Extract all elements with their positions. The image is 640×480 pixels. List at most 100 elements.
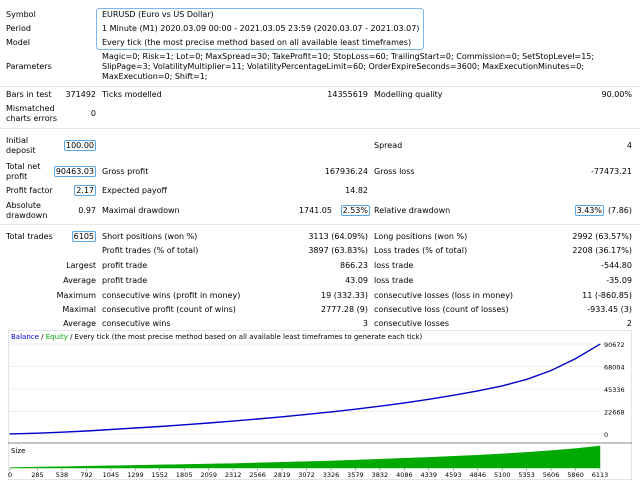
average-profit-label: profit trade xyxy=(102,276,148,285)
parameters-line: Magic=0; Risk=1; Lot=0; MaxSpread=30; Ta… xyxy=(102,52,595,61)
x-tick-label: 538 xyxy=(56,471,68,479)
parameters-line: SlipPage=3; VolatilityMultiplier=11; Vol… xyxy=(102,62,585,71)
largest-loss-value: -544.80 xyxy=(601,261,632,270)
balance-point xyxy=(134,427,136,429)
symbol-label: Symbol xyxy=(6,10,36,19)
balance-point xyxy=(599,343,601,345)
profit-factor-value: 2.17 xyxy=(74,185,96,196)
max-cons-losses-label: consecutive losses (loss in money) xyxy=(374,291,514,300)
maximal-loss-value: -933.45 (3) xyxy=(587,305,632,314)
expected-payoff-label: Expected payoff xyxy=(102,186,167,195)
initial-deposit-value: 100.00 xyxy=(64,140,96,151)
balance-point xyxy=(477,390,479,392)
x-tick-label: 0 xyxy=(8,471,12,479)
maximal-profit-value: 2777.28 (9) xyxy=(321,305,368,314)
average-loss-label: loss trade xyxy=(374,276,414,285)
short-label: Short positions (won %) xyxy=(102,232,198,241)
maximal-label: Maximal xyxy=(62,305,96,314)
header-box xyxy=(96,8,424,50)
largest-loss-label: loss trade xyxy=(374,261,414,270)
max-dd-label: Maximal drawdown xyxy=(102,206,180,215)
largest-profit-label: profit trade xyxy=(102,261,148,270)
balance-point xyxy=(428,398,430,400)
x-tick-label: 4339 xyxy=(421,471,438,479)
max-dd-value: 1741.05 xyxy=(298,206,332,215)
x-tick-label: 1045 xyxy=(103,471,120,479)
avg-cons-losses-value: 2 xyxy=(626,319,632,328)
period-label: Period xyxy=(6,24,31,33)
balance-chart: Balance / Equity / Every tick (the most … xyxy=(8,330,632,480)
net-profit-label: profit xyxy=(6,172,28,181)
gross-profit-label: Gross profit xyxy=(102,167,149,176)
mismatched-value: 0 xyxy=(90,109,96,118)
net-profit-value: 90463.03 xyxy=(53,166,96,177)
max-cons-wins-value: 19 (332.33) xyxy=(321,291,368,300)
balance-point xyxy=(526,378,528,381)
short-value: 3113 (64.09%) xyxy=(308,232,368,241)
x-tick-label: 3832 xyxy=(372,471,389,479)
divider xyxy=(0,224,640,225)
x-tick-label: 792 xyxy=(80,471,92,479)
x-tick-label: 4593 xyxy=(445,471,462,479)
balance-point xyxy=(183,424,185,426)
x-tick-label: 5100 xyxy=(494,471,511,479)
divider xyxy=(0,86,640,87)
rel-dd-pct: 3.43% xyxy=(574,205,604,216)
chart-legend: Balance / Equity / Every tick (the most … xyxy=(11,333,422,341)
legend-description: / Every tick (the most precise method ba… xyxy=(68,333,423,341)
balance-point xyxy=(550,369,552,372)
bars-value: 371492 xyxy=(65,90,96,99)
symbol-value: EURUSD (Euro vs US Dollar) xyxy=(102,10,214,19)
x-tick-label: 6113 xyxy=(592,471,609,479)
net-profit-label: Total net xyxy=(6,162,41,171)
x-tick-label: 2819 xyxy=(274,471,291,479)
expected-payoff-value: 14.82 xyxy=(345,186,368,195)
initial-deposit-label: deposit xyxy=(6,146,36,155)
balance-point xyxy=(452,394,454,396)
y-tick-label: 22668 xyxy=(604,409,625,417)
x-tick-label: 3072 xyxy=(298,471,315,479)
max-cons-wins-label: consecutive wins (profit in money) xyxy=(102,291,241,300)
x-tick-label: 4086 xyxy=(396,471,413,479)
y-tick-label: 45336 xyxy=(604,386,625,394)
y-tick-label: 0 xyxy=(604,431,608,439)
profit-factor-label: Profit factor xyxy=(6,186,53,195)
ticks-value: 14355619 xyxy=(327,90,368,99)
balance-point xyxy=(403,402,405,404)
x-tick-label: 2312 xyxy=(225,471,242,479)
y-tick-label: 90672 xyxy=(604,341,625,349)
avg-cons-wins-label: consecutive wins xyxy=(102,319,171,328)
balance-point xyxy=(9,433,11,435)
x-tick-label: 5606 xyxy=(543,471,560,479)
balance-point xyxy=(379,405,381,407)
loss-trades-label: Loss trades (% of total) xyxy=(374,246,468,255)
balance-point xyxy=(574,357,577,360)
balance-point xyxy=(330,411,332,413)
loss-trades-value: 2208 (36.17%) xyxy=(572,246,632,255)
parameters-line: MaxExecution=0; Shift=1; xyxy=(102,72,208,81)
x-tick-label: 5353 xyxy=(518,471,535,479)
total-trades-value: 6105 xyxy=(71,231,96,242)
model-label: Model xyxy=(6,38,31,47)
x-tick-label: 3579 xyxy=(347,471,364,479)
mismatched-label: Mismatched xyxy=(6,104,55,113)
ticks-label: Ticks modelled xyxy=(102,90,162,99)
x-tick-labels: 0 285 538 792 1045 1299 1552 1805 2059 2312 2566 28… xyxy=(8,468,608,479)
largest-label: Largest xyxy=(66,261,96,270)
x-tick-label: 5860 xyxy=(567,471,584,479)
rel-dd-value: (7.86) xyxy=(607,206,632,215)
balance-point xyxy=(232,420,234,422)
maximal-loss-label: consecutive loss (count of losses) xyxy=(374,305,509,314)
divider xyxy=(0,128,640,129)
x-tick-label: 2059 xyxy=(200,471,217,479)
average-profit-value: 43.09 xyxy=(345,276,368,285)
balance-point xyxy=(61,431,63,433)
average-label: Average xyxy=(63,276,96,285)
maximum-label: Maximum xyxy=(56,291,96,300)
bars-label: Bars in test xyxy=(6,90,52,99)
x-tick-label: 285 xyxy=(31,471,43,479)
profit-trades-value: 3897 (63.83%) xyxy=(308,246,368,255)
chart-grid xyxy=(10,343,600,435)
y-tick-label: 68004 xyxy=(604,364,625,372)
max-dd-pct: 2.53% xyxy=(340,205,370,216)
